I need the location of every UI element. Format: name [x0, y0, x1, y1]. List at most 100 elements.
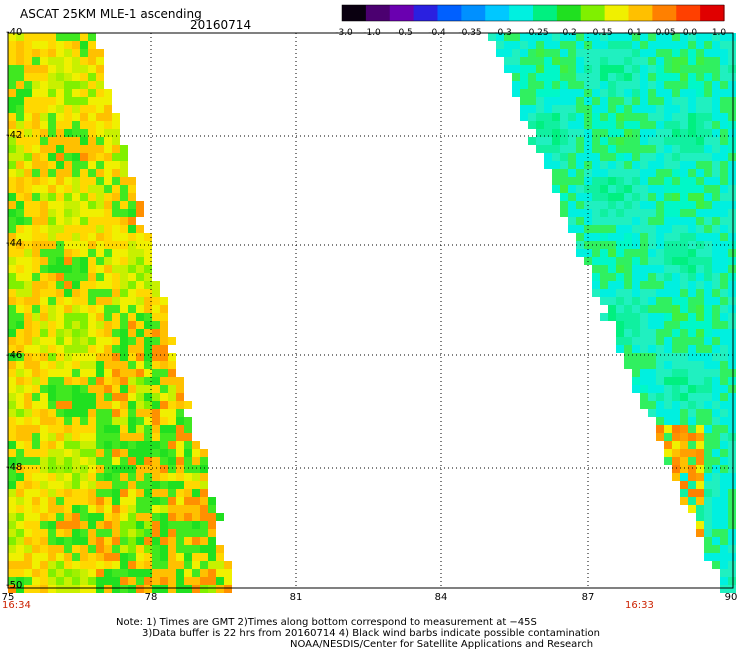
swath-cell: [664, 257, 672, 265]
swath-cell: [96, 97, 104, 105]
swath-cell: [688, 257, 696, 265]
swath-cell: [64, 97, 72, 105]
swath-cell: [48, 393, 56, 401]
swath-cell: [672, 249, 680, 257]
swath-cell: [728, 401, 736, 409]
swath-cell: [648, 225, 656, 233]
swath-cell: [80, 209, 88, 217]
swath-cell: [696, 129, 704, 137]
swath-cell: [120, 161, 128, 169]
swath-cell: [24, 177, 32, 185]
swath-cell: [56, 201, 64, 209]
swath-cell: [536, 41, 544, 49]
swath-cell: [696, 337, 704, 345]
swath-cell: [648, 193, 656, 201]
swath-cell: [152, 313, 160, 321]
swath-cell: [688, 353, 696, 361]
swath-cell: [664, 97, 672, 105]
swath-cell: [24, 353, 32, 361]
swath-cell: [600, 89, 608, 97]
swath-cell: [704, 345, 712, 353]
swath-cell: [608, 273, 616, 281]
swath-cell: [704, 433, 712, 441]
swath-cell: [640, 353, 648, 361]
swath-cell: [664, 449, 672, 457]
swath-cell: [688, 81, 696, 89]
swath-cell: [200, 585, 208, 593]
swath-cell: [144, 369, 152, 377]
swath-cell: [624, 273, 632, 281]
swath-cell: [104, 553, 112, 561]
swath-cell: [136, 385, 144, 393]
swath-cell: [32, 97, 40, 105]
swath-cell: [48, 457, 56, 465]
swath-cell: [640, 113, 648, 121]
swath-cell: [56, 513, 64, 521]
swath-cell: [88, 121, 96, 129]
swath-cell: [136, 337, 144, 345]
swath-cell: [80, 177, 88, 185]
swath-cell: [112, 433, 120, 441]
swath-cell: [144, 537, 152, 545]
swath-cell: [128, 449, 136, 457]
swath-cell: [712, 233, 720, 241]
swath-cell: [680, 89, 688, 97]
swath-cell: [168, 481, 176, 489]
swath-cell: [592, 161, 600, 169]
swath-cell: [696, 113, 704, 121]
swath-cell: [32, 577, 40, 585]
colorbar-segment: [437, 5, 462, 21]
swath-cell: [144, 313, 152, 321]
swath-cell: [544, 97, 552, 105]
swath-cell: [64, 273, 72, 281]
swath-cell: [624, 65, 632, 73]
swath-cell: [192, 457, 200, 465]
swath-cell: [696, 73, 704, 81]
swath-cell: [16, 425, 24, 433]
swath-cell: [184, 505, 192, 513]
swath-cell: [64, 193, 72, 201]
swath-cell: [104, 121, 112, 129]
swath-cell: [96, 577, 104, 585]
swath-cell: [712, 529, 720, 537]
swath-cell: [640, 393, 648, 401]
swath-cell: [104, 89, 112, 97]
swath-cell: [200, 537, 208, 545]
swath-cell: [632, 201, 640, 209]
swath-cell: [696, 257, 704, 265]
swath-cell: [720, 201, 728, 209]
swath-cell: [704, 169, 712, 177]
swath-cell: [152, 337, 160, 345]
swath-cell: [24, 321, 32, 329]
swath-cell: [88, 481, 96, 489]
swath-cell: [56, 233, 64, 241]
swath-cell: [16, 65, 24, 73]
swath-cell: [144, 577, 152, 585]
swath-cell: [656, 129, 664, 137]
swath-cell: [16, 273, 24, 281]
swath-cell: [168, 385, 176, 393]
swath-cell: [720, 561, 728, 569]
swath-cell: [728, 481, 736, 489]
swath-cell: [56, 385, 64, 393]
swath-cell: [40, 457, 48, 465]
swath-cell: [88, 345, 96, 353]
swath-cell: [96, 193, 104, 201]
swath-cell: [528, 73, 536, 81]
swath-cell: [656, 329, 664, 337]
swath-cell: [32, 113, 40, 121]
swath-cell: [112, 497, 120, 505]
swath-cell: [104, 313, 112, 321]
swath-cell: [656, 321, 664, 329]
swath-cell: [712, 473, 720, 481]
swath-cell: [576, 129, 584, 137]
swath-cell: [88, 257, 96, 265]
swath-cell: [712, 81, 720, 89]
swath-cell: [728, 217, 736, 225]
swath-cell: [648, 361, 656, 369]
swath-cell: [672, 233, 680, 241]
swath-cell: [160, 313, 168, 321]
swath-cell: [144, 417, 152, 425]
swath-cell: [728, 497, 736, 505]
swath-cell: [104, 569, 112, 577]
